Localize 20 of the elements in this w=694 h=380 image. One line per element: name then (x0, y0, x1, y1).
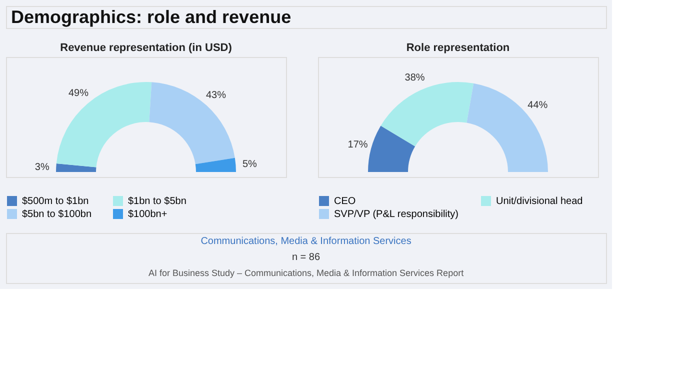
chart-title: Role representation (406, 42, 510, 54)
legend-label: $100bn+ (128, 209, 168, 220)
text: Demographics: role and revenue (11, 7, 292, 27)
text: n = 86 (292, 252, 320, 263)
legend-label: CEO (334, 196, 356, 207)
data-label: 17% (348, 139, 368, 150)
legend-label: Unit/divisional head (496, 196, 583, 207)
data-label: 44% (528, 100, 548, 112)
chart-title: Revenue representation (in USD) (60, 42, 232, 54)
legend-label: $500m to $1bn (22, 196, 89, 207)
legend-label: $1bn to $5bn (128, 196, 186, 207)
data-label: 5% (242, 158, 258, 170)
legend-label: $5bn to $100bn (22, 209, 92, 220)
legend-label: SVP/VP (P&L responsibility) (334, 209, 458, 220)
data-label: 3% (34, 162, 50, 174)
data-label: 43% (206, 90, 226, 102)
text: AI for Business Study – Communications, Media & Information Services Report (148, 268, 464, 278)
data-label: 49% (68, 88, 89, 99)
text: Communications, Media & Information Services (200, 236, 412, 247)
data-label: 38% (404, 72, 425, 84)
